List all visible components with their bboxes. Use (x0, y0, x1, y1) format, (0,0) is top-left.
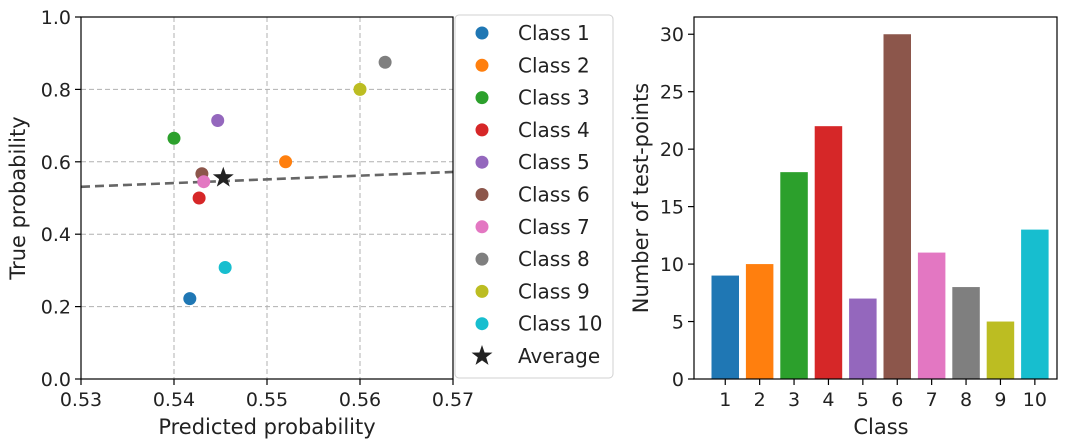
x-axis-label: Class (853, 415, 908, 439)
legend-marker (475, 220, 489, 234)
y-tick-label: 0.0 (41, 369, 71, 391)
bar (1021, 229, 1049, 379)
legend-label: Class 4 (518, 118, 590, 142)
scatter-point (197, 175, 211, 189)
legend-label: Class 3 (518, 86, 590, 110)
x-tick-label: 4 (822, 389, 834, 411)
x-tick-label: 8 (960, 389, 972, 411)
x-tick-label: 7 (926, 389, 938, 411)
plot-frame (80, 16, 454, 380)
bar (952, 287, 980, 379)
x-tick-label: 9 (994, 389, 1006, 411)
bar (814, 126, 843, 379)
legend-label: Class 1 (518, 21, 590, 45)
legend-marker (475, 123, 489, 137)
y-tick-label: 30 (660, 24, 684, 46)
scatter-point (378, 55, 392, 69)
y-tick-label: 5 (672, 312, 684, 334)
bar (917, 252, 946, 379)
scatter-point (279, 155, 293, 169)
y-tick-label: 25 (660, 82, 684, 104)
legend-label: Class 2 (518, 53, 590, 77)
legend-label: Class 8 (518, 247, 590, 271)
legend-marker (475, 26, 489, 40)
legend-marker (475, 252, 489, 266)
legend-marker (475, 317, 489, 331)
y-tick-label: 0 (672, 369, 684, 391)
x-tick-label: 10 (1023, 389, 1047, 411)
x-axis-label: Predicted probability (158, 415, 375, 439)
y-axis-label: Number of test-points (629, 83, 653, 313)
legend-label: Average (518, 344, 600, 368)
y-axis-label: True probability (6, 116, 30, 280)
legend-label: Class 10 (518, 312, 602, 336)
scatter-point (353, 82, 367, 96)
bar (780, 172, 808, 379)
y-tick-label: 0.2 (41, 297, 71, 319)
bar (883, 34, 911, 379)
scatter-point (211, 114, 225, 128)
scatter-legend: Class 1 Class 2 Class 3 Class 4 Class 5 Class… (454, 14, 614, 379)
legend-marker (475, 188, 489, 201)
x-tick-label: 6 (891, 389, 903, 411)
legend-label: Class 9 (518, 279, 590, 303)
y-tick-label: 0.6 (41, 152, 71, 174)
average-star (212, 166, 234, 187)
plot-frame (693, 16, 1058, 380)
scatter-point (167, 131, 181, 145)
x-tick-label: 0.56 (339, 389, 381, 411)
x-tick-label: 5 (857, 389, 869, 411)
legend-label: Class 7 (518, 215, 590, 239)
x-tick-label: 0.53 (60, 389, 102, 411)
trend-line (80, 170, 454, 189)
x-tick-label: 0.57 (432, 389, 474, 411)
legend-box (454, 14, 614, 379)
legend-label: Class 5 (518, 150, 590, 174)
y-tick-label: 20 (660, 139, 684, 161)
scatter-chart: 0.53 0.54 0.55 0.56 0.57 0.0 0.2 0.4 0.6 0.8 1.0 Pr… (6, 7, 474, 439)
scatter-point (183, 292, 197, 306)
x-tick-label: 0.54 (153, 389, 195, 411)
y-tick-label: 10 (660, 254, 684, 276)
y-tick-label: 15 (660, 197, 684, 219)
legend-marker (475, 155, 489, 169)
legend-label: Class 6 (518, 183, 590, 207)
x-tick-label: 0.55 (246, 389, 288, 411)
bar (986, 321, 1015, 379)
x-tick-label: 3 (788, 389, 800, 411)
y-tick-label: 0.4 (41, 224, 71, 246)
y-tick-label: 1.0 (41, 7, 71, 29)
bar (745, 264, 774, 379)
legend-marker (475, 91, 489, 105)
x-tick-label: 1 (719, 389, 731, 411)
bar (711, 275, 739, 379)
legend-marker-average (471, 345, 493, 365)
bar (849, 298, 877, 379)
scatter-point (218, 261, 232, 275)
legend-marker (475, 284, 489, 298)
x-tick-label: 2 (754, 389, 766, 411)
y-tick-label: 0.8 (41, 79, 71, 101)
scatter-point (192, 191, 206, 205)
legend-marker (475, 58, 489, 72)
